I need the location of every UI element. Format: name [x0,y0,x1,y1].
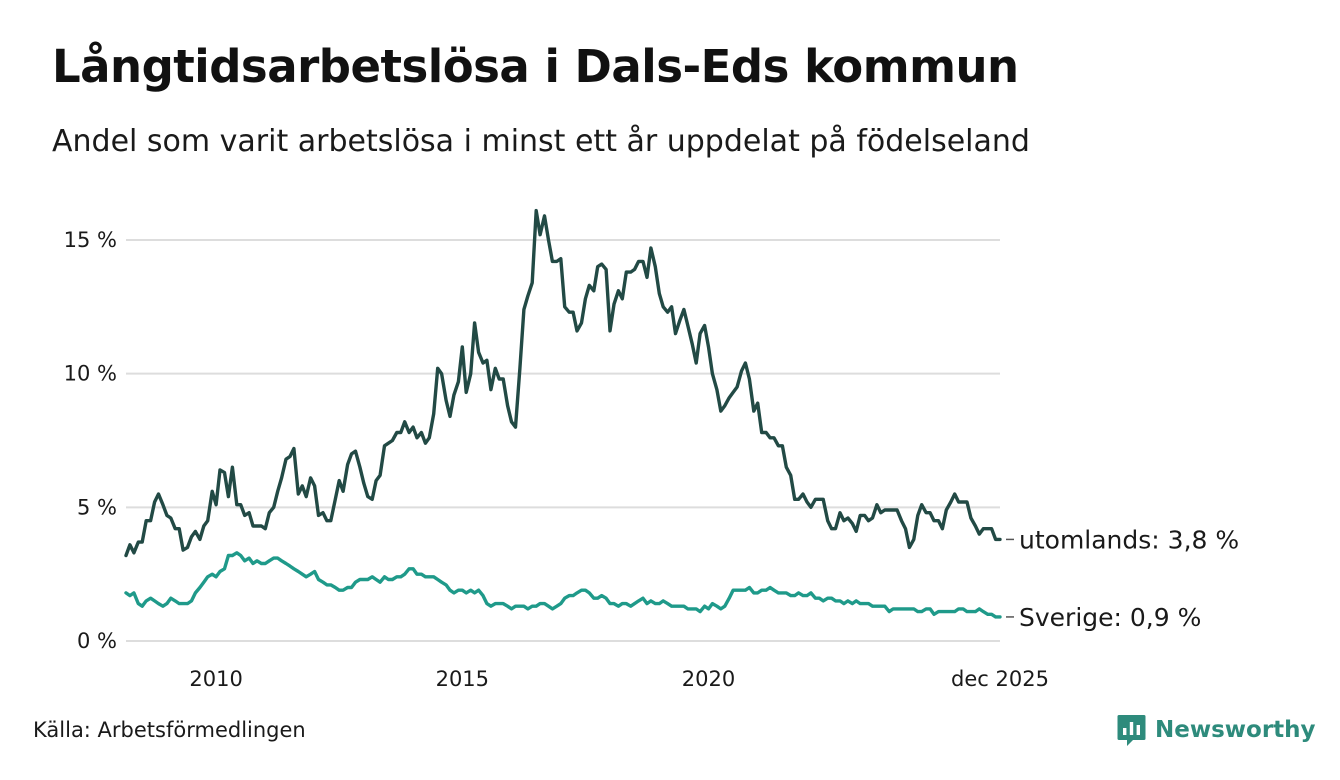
gridlines [126,239,1000,642]
series-end-labels: utomlands: 3,8 % Sverige: 0,9 % [1006,525,1239,632]
series-line-utomlands [124,208,1002,558]
y-axis-ticks: 0 % 5 % 10 % 15 % [64,228,117,653]
source-note: Källa: Arbetsförmedlingen [33,718,306,742]
x-axis-ticks: 2010 2015 2020 dec 2025 [189,667,1049,691]
x-tick-label: 2020 [682,667,735,691]
x-tick-label: 2010 [189,667,242,691]
y-tick-label: 0 % [77,629,117,653]
x-tick-label: 2015 [436,667,489,691]
chart-subtitle: Andel som varit arbetslösa i minst ett å… [52,124,1030,159]
series-lines [124,208,1002,619]
x-tick-label: dec 2025 [951,667,1049,691]
brand-logo: Newsworthy [1117,712,1316,748]
series-line-sverige [124,551,1002,619]
series-end-label-utomlands: utomlands: 3,8 % [1019,525,1239,554]
newsworthy-logo-icon [1117,714,1146,746]
chart-title: Långtidsarbetslösa i Dals-Eds kommun [52,40,1019,93]
y-tick-label: 5 % [77,495,117,519]
series-end-label-sverige: Sverige: 0,9 % [1019,603,1201,632]
y-tick-label: 10 % [64,362,117,386]
brand-name: Newsworthy [1155,717,1316,743]
y-tick-label: 15 % [64,228,117,252]
